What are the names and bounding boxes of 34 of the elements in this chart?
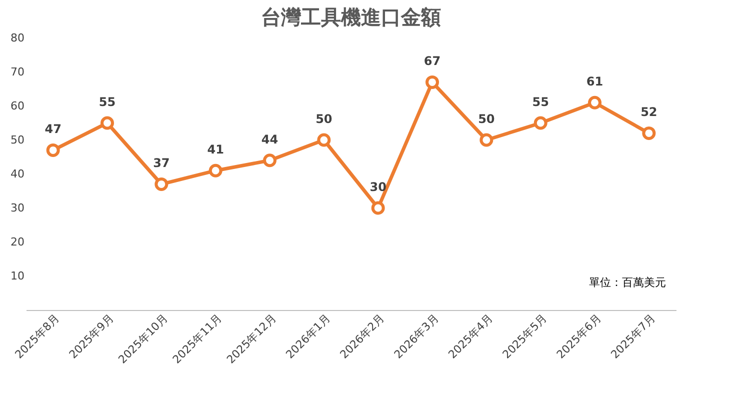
data-label: 52 <box>640 105 658 120</box>
data-label: 67 <box>424 54 441 68</box>
chart-title: 台灣工具機進口金額 <box>261 5 441 29</box>
point <box>317 133 331 147</box>
data-label: 41 <box>207 142 224 157</box>
point <box>46 143 60 157</box>
point <box>100 116 114 130</box>
data-label: 37 <box>153 156 170 170</box>
point <box>642 126 656 140</box>
annotation: 單位：百萬美元 <box>589 276 666 289</box>
data-label: 44 <box>261 132 278 146</box>
data-label: 30 <box>370 180 386 194</box>
y-tick-label: 20 <box>10 236 24 248</box>
data-label: 55 <box>98 95 116 109</box>
data-label: 50 <box>478 112 495 126</box>
y-tick-label: 50 <box>10 134 24 146</box>
point <box>154 177 168 191</box>
y-tick-label: 40 <box>10 168 24 180</box>
point <box>371 201 385 215</box>
data-label: 47 <box>44 122 62 136</box>
point <box>588 96 602 110</box>
y-tick-label: 80 <box>10 32 24 44</box>
data-label: 55 <box>532 95 549 109</box>
point <box>534 116 548 130</box>
point <box>263 154 276 168</box>
point <box>208 164 222 178</box>
y-tick-label: 30 <box>10 202 24 214</box>
y-tick-label: 60 <box>10 100 24 112</box>
y-tick-label: 70 <box>10 66 24 78</box>
point <box>480 133 494 147</box>
data-label: 50 <box>316 112 332 126</box>
point <box>426 75 439 89</box>
data-label: 61 <box>586 74 604 89</box>
y-tick-label: 10 <box>10 270 24 282</box>
